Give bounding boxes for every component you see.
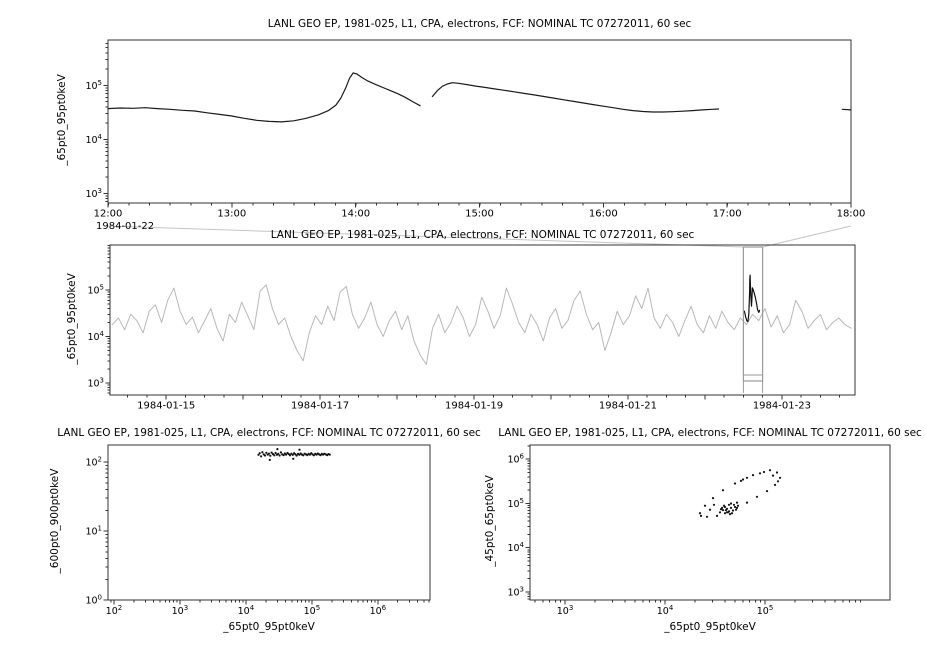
plot-title-context: LANL GEO EP, 1981-025, L1, CPA, electron… xyxy=(270,229,695,241)
plot-title-scatter1: LANL GEO EP, 1981-025, L1, CPA, electron… xyxy=(57,427,481,439)
plot-frame xyxy=(107,39,852,204)
y-ticks xyxy=(103,42,108,203)
tick-label: 102 xyxy=(85,456,102,469)
tick-label: 1984-01-17 xyxy=(291,401,349,412)
timeseries-zoom-plot[interactable]: 12:00 13:00 14:00 15:00 16:00 17:00 18:00 103 10… xyxy=(85,39,866,220)
x-ticks xyxy=(110,600,430,605)
y-ticks xyxy=(103,461,108,601)
context-flux-65-95keV xyxy=(111,284,852,365)
plot-title-zoom: LANL GEO EP, 1981-025, L1, CPA, electron… xyxy=(267,18,692,30)
tick-label: 104 xyxy=(507,541,524,554)
tick-label: 105 xyxy=(757,604,774,617)
tick-label: 104 xyxy=(87,330,104,343)
x-axis-label-scatter1: _65pt0_95pt0keV xyxy=(223,621,315,633)
tick-label: 1984-01-19 xyxy=(445,401,503,412)
tick-label: 103 xyxy=(557,604,574,617)
tick-label: 105 xyxy=(85,79,102,92)
tick-label: 105 xyxy=(304,604,321,617)
tick-label: 1984-01-15 xyxy=(137,401,195,412)
tick-label: 104 xyxy=(657,604,674,617)
tick-label: 103 xyxy=(507,586,524,599)
y-ticks xyxy=(105,245,110,394)
tick-label: 105 xyxy=(507,497,524,510)
tick-label: 16:00 xyxy=(589,209,618,220)
tick-label: 14:00 xyxy=(341,209,370,220)
electron-flux-65-95keV xyxy=(841,108,852,111)
tick-label: 103 xyxy=(87,376,104,389)
y-axis-label-zoom: _65pt0_95pt0keV xyxy=(56,74,68,166)
x-axis-label-scatter2: _65pt0_95pt0keV xyxy=(664,621,756,633)
scatter-45-65keV xyxy=(698,469,782,518)
y-ticks xyxy=(525,445,530,600)
tick-label: 1984-01-23 xyxy=(753,401,811,412)
plot-frame xyxy=(109,244,856,396)
tick-label: 18:00 xyxy=(837,209,866,220)
tick-label: 104 xyxy=(238,604,255,617)
plot-frame xyxy=(529,444,891,601)
scatter-600-900-plot[interactable]: 102 103 104 105 106 100 101 102 xyxy=(85,444,431,617)
tick-label: 102 xyxy=(106,604,123,617)
x-ticks xyxy=(107,203,852,208)
tick-label: 105 xyxy=(87,284,104,297)
scatter-600-900keV xyxy=(257,448,331,461)
plot-frame xyxy=(107,444,431,601)
tick-label: 1984-01-21 xyxy=(599,401,657,412)
tick-label: 103 xyxy=(172,604,189,617)
timeseries-context-plot[interactable]: 1984-01-15 1984-01-17 1984-01-19 1984-01-21… xyxy=(87,244,856,412)
zoom-selection-box[interactable] xyxy=(742,246,764,382)
scatter-45-65-plot[interactable]: 103 104 105 103 104 105 106 xyxy=(507,444,891,617)
tick-label: 17:00 xyxy=(713,209,742,220)
selected-flux-65-95keV xyxy=(742,274,761,323)
tick-label: 106 xyxy=(370,604,387,617)
y-axis-label-context: _65pt0_95pt0keV xyxy=(66,273,78,365)
tick-label: 13:00 xyxy=(217,209,246,220)
tick-label: 12:00 xyxy=(94,209,123,220)
tick-label: 15:00 xyxy=(465,209,494,220)
tick-label: 103 xyxy=(85,187,102,200)
y-axis-label-scatter2: _45pt0_65pt0keV xyxy=(484,475,496,567)
x-axis-date-sublabel: 1984-01-22 xyxy=(96,221,155,232)
x-ticks xyxy=(127,395,841,400)
tick-label: 101 xyxy=(85,525,102,538)
y-axis-label-scatter1: _600pt0_900pt0keV xyxy=(49,468,61,574)
tick-label: 100 xyxy=(85,594,102,607)
tick-label: 104 xyxy=(85,133,102,146)
tick-label: 106 xyxy=(507,453,524,466)
plot-title-scatter2: LANL GEO EP, 1981-025, L1, CPA, electron… xyxy=(498,427,922,439)
x-ticks xyxy=(534,600,861,605)
zoom-connector-lines xyxy=(107,225,852,248)
electron-flux-65-95keV xyxy=(107,72,421,123)
electron-flux-65-95keV xyxy=(431,82,720,113)
